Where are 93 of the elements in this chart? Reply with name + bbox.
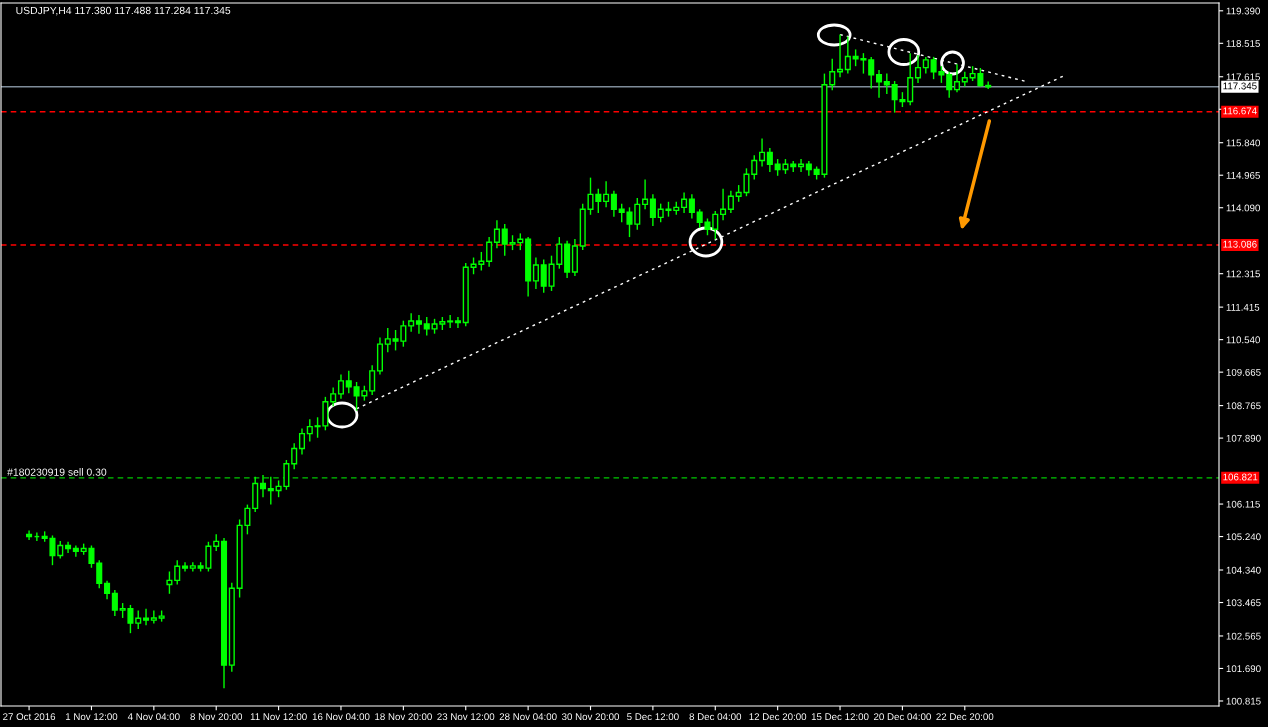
candlestick (868, 56, 875, 90)
x-tick-label: 4 Nov 04:00 (127, 713, 180, 721)
candlestick (798, 158, 805, 173)
y-tick-label: 115.840 (1226, 139, 1260, 147)
candlestick (829, 58, 836, 92)
candlestick (298, 427, 306, 456)
candlestick (688, 193, 695, 220)
y-tick-label: 111.415 (1226, 303, 1260, 311)
candlestick (65, 541, 72, 554)
x-tick-label: 8 Nov 20:00 (190, 713, 243, 721)
candlestick (720, 188, 727, 222)
y-tick-label: 110.540 (1226, 336, 1260, 344)
candlestick (174, 559, 181, 586)
candlestick (727, 189, 734, 214)
y-tick-label: 119.390 (1226, 7, 1260, 15)
y-tick-label: 101.690 (1226, 665, 1261, 673)
y-tick-label: 104.340 (1226, 566, 1261, 574)
candlestick (447, 314, 454, 329)
y-tick-label: 100.815 (1226, 697, 1261, 705)
x-tick-label: 16 Nov 04:00 (312, 713, 370, 721)
candlestick (914, 54, 922, 84)
y-tick-label: 107.890 (1226, 434, 1261, 442)
candlestick (907, 52, 914, 106)
candlestick (72, 544, 79, 558)
candlestick (486, 236, 493, 268)
candlestick (104, 580, 111, 601)
x-tick-label: 5 Dec 12:00 (627, 713, 679, 721)
candlestick (408, 312, 415, 333)
ref-line-label: 116.674 (1223, 107, 1257, 115)
y-tick-label: 106.115 (1226, 500, 1260, 508)
candlestick (649, 193, 656, 227)
candlestick (493, 219, 500, 249)
candlestick (766, 147, 773, 173)
candlestick (259, 474, 267, 498)
candlestick (306, 418, 313, 443)
candlestick (681, 191, 688, 214)
x-tick-label: 27 Oct 2016 (3, 713, 56, 721)
candlestick (26, 529, 33, 541)
candlestick (844, 35, 851, 75)
ref-line-label: 113.086 (1223, 240, 1257, 248)
y-tick-label: 112.315 (1226, 270, 1260, 278)
y-tick-label: 105.240 (1226, 533, 1261, 541)
candlestick (759, 137, 766, 168)
x-tick-label: 23 Nov 12:00 (437, 713, 495, 721)
x-tick-label: 15 Dec 12:00 (811, 713, 869, 721)
candlestick (532, 256, 539, 290)
candlestick (150, 609, 157, 625)
candlestick (267, 476, 274, 506)
ref-line-label: 117.345 (1223, 82, 1257, 90)
ref-line-label: 106.821 (1223, 473, 1258, 481)
y-tick-label: 114.090 (1226, 204, 1260, 212)
candlestick (875, 69, 883, 99)
candlestick (423, 316, 430, 337)
x-tick-label: 20 Dec 04:00 (873, 713, 931, 721)
candlestick (384, 327, 391, 353)
candlestick (603, 180, 610, 209)
candlestick (369, 364, 376, 396)
y-tick-label: 114.965 (1226, 171, 1260, 179)
y-tick-label: 103.465 (1226, 599, 1261, 607)
candlestick (111, 589, 118, 617)
x-tick-label: 8 Dec 04:00 (689, 713, 742, 721)
y-tick-label: 102.565 (1226, 632, 1261, 640)
candlestick (610, 189, 617, 218)
chart-title: USDJPY,H4 117.380 117.488 117.284 117.345 (16, 6, 231, 16)
candlestick (181, 561, 189, 573)
candlestick (337, 373, 345, 400)
candlestick (143, 607, 150, 627)
x-tick-label: 22 Dec 20:00 (936, 713, 994, 721)
candlestick (751, 154, 758, 181)
y-tick-label: 117.615 (1226, 73, 1260, 81)
candlestick (454, 316, 461, 329)
candlestick (836, 33, 844, 79)
x-tick-label: 1 Nov 12:00 (65, 713, 118, 721)
candlestick (946, 71, 953, 99)
candlestick (291, 442, 298, 471)
candlestick (345, 370, 352, 394)
candlestick (642, 178, 649, 210)
annotation: #180230919 sell 0.30 (7, 468, 107, 476)
candlestick (953, 63, 961, 93)
y-tick-label: 109.665 (1226, 368, 1261, 376)
x-tick-label: 12 Dec 20:00 (749, 713, 807, 721)
y-tick-label: 118.515 (1226, 40, 1260, 47)
candlestick (96, 559, 103, 589)
candlestick (415, 314, 422, 335)
candlestick (883, 72, 890, 95)
x-tick-label: 28 Nov 04:00 (499, 713, 557, 721)
x-tick-label: 18 Nov 20:00 (375, 713, 432, 721)
candlestick (135, 609, 142, 630)
candlestick (166, 570, 173, 595)
candlestick (330, 386, 337, 407)
x-tick-label: 30 Nov 20:00 (561, 713, 620, 721)
y-tick-label: 108.765 (1226, 402, 1261, 410)
x-tick-label: 11 Nov 12:00 (250, 713, 307, 721)
